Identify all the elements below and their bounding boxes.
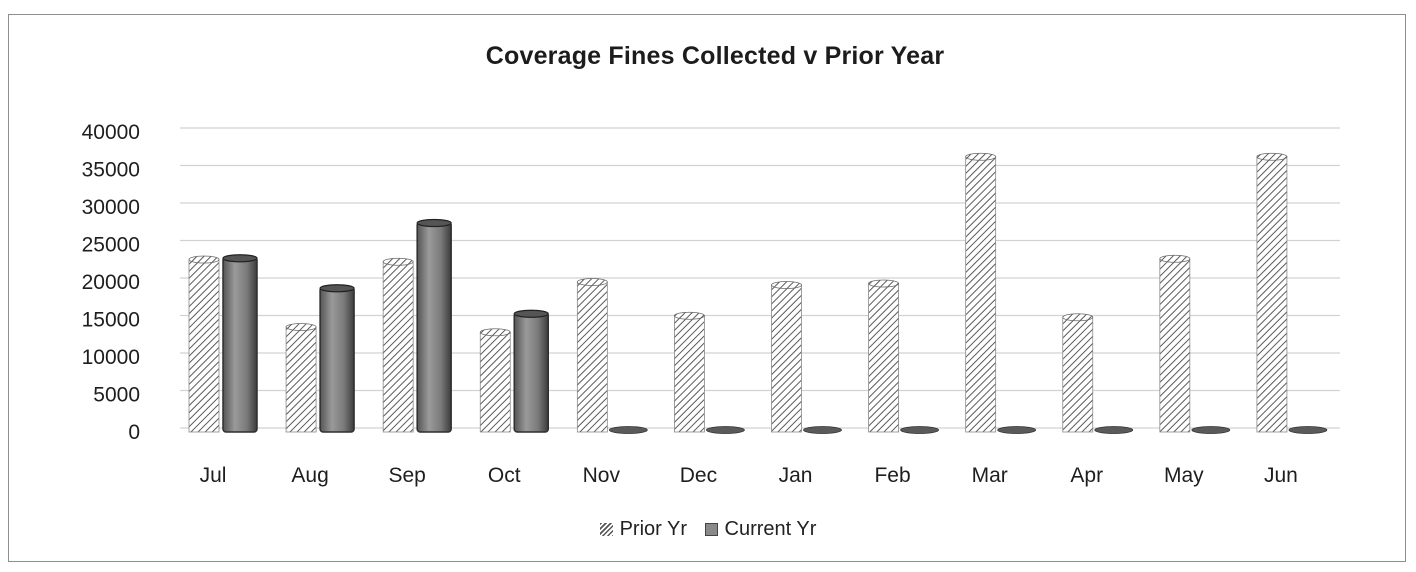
- bar-prior: [188, 259, 220, 433]
- bar-prior: [382, 261, 414, 433]
- bar-current-zero: [900, 426, 939, 434]
- bar-prior: [285, 326, 317, 433]
- legend-label-prior: Prior Yr: [619, 518, 687, 540]
- bar-prior: [674, 315, 705, 433]
- bar-prior-cap: [1256, 152, 1288, 161]
- bar-prior-cap: [1062, 313, 1094, 322]
- bar-prior-cap: [771, 281, 802, 289]
- bar-prior: [479, 331, 511, 433]
- legend-label-current: Current Yr: [724, 518, 817, 540]
- bar-prior-cap: [576, 278, 608, 286]
- x-tick-label: Jan: [779, 464, 813, 487]
- bar-current-zero: [1191, 426, 1231, 434]
- legend-swatch-prior: [599, 523, 613, 536]
- bar-current-zero: [706, 426, 745, 434]
- chart-legend: Prior Yr Current Yr: [0, 518, 1416, 542]
- bar-current-cap: [319, 284, 355, 293]
- bar-prior-cap: [382, 257, 414, 266]
- bar-current: [222, 256, 258, 433]
- bar-current-cap: [222, 254, 258, 263]
- x-tick-label: Oct: [488, 464, 521, 487]
- bar-current-zero: [1288, 426, 1328, 434]
- y-tick-label: 20000: [82, 271, 140, 294]
- bar-current-zero: [1094, 426, 1134, 434]
- bar-prior-cap: [965, 152, 997, 161]
- bar-current-cap: [416, 218, 452, 228]
- bar-current-zero: [608, 426, 648, 434]
- x-tick-label: Nov: [583, 464, 621, 487]
- bar-prior-cap: [868, 279, 899, 288]
- x-tick-label: Mar: [972, 464, 1008, 487]
- bar-current: [513, 312, 549, 433]
- bar-prior: [868, 283, 899, 433]
- y-tick-label: 10000: [82, 346, 140, 369]
- x-tick-label: Apr: [1070, 464, 1103, 487]
- bar-prior: [1256, 156, 1288, 433]
- bar-prior-cap: [674, 311, 705, 320]
- y-tick-label: 30000: [82, 196, 140, 219]
- legend-swatch-current: [704, 523, 718, 536]
- bar-prior-cap: [285, 323, 317, 331]
- bar-prior-cap: [479, 328, 511, 337]
- y-tick-label: 35000: [82, 159, 140, 182]
- bar-prior-cap: [1159, 254, 1191, 263]
- bar-prior: [965, 156, 997, 433]
- x-tick-label: Dec: [680, 464, 717, 487]
- y-tick-label: 5000: [93, 384, 140, 407]
- bar-current-cap: [513, 309, 549, 318]
- bar-prior: [576, 281, 608, 433]
- x-tick-label: Feb: [874, 464, 910, 487]
- bar-current: [416, 221, 452, 433]
- y-tick-label: 15000: [82, 309, 140, 332]
- bar-prior: [1159, 258, 1191, 433]
- legend-item-prior: Prior Yr: [599, 518, 687, 541]
- y-tick-label: 40000: [82, 121, 140, 144]
- y-tick-label: 25000: [82, 234, 140, 257]
- x-tick-label: Aug: [291, 464, 328, 487]
- bar-current: [319, 286, 355, 433]
- bar-prior-cap: [188, 255, 220, 264]
- legend-item-current: Current Yr: [704, 518, 817, 541]
- x-tick-label: Jun: [1264, 464, 1298, 487]
- y-tick-label: 0: [128, 421, 140, 444]
- chart-title: Coverage Fines Collected v Prior Year: [485, 42, 945, 70]
- bar-prior: [771, 284, 802, 433]
- x-tick-label: Jul: [200, 464, 227, 487]
- bar-prior: [1062, 316, 1094, 433]
- x-tick-label: May: [1164, 464, 1204, 487]
- x-tick-label: Sep: [388, 464, 425, 487]
- bar-current-zero: [997, 426, 1037, 434]
- bar-current-zero: [803, 426, 842, 434]
